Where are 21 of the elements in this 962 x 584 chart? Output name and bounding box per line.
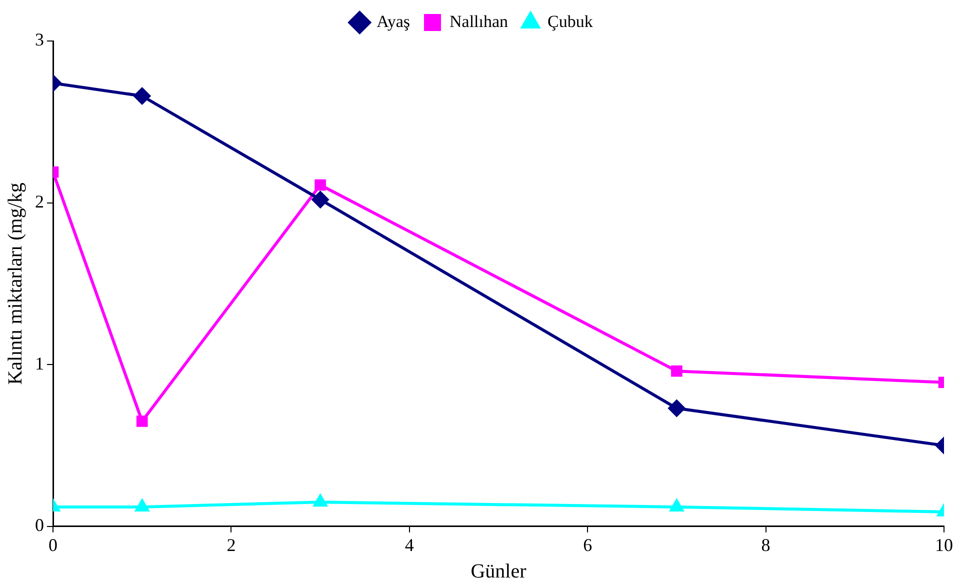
x-tick-label: 4 xyxy=(404,534,414,555)
x-tick-label: 6 xyxy=(583,534,592,555)
x-tick-label: 2 xyxy=(226,534,236,555)
point xyxy=(134,498,150,512)
point xyxy=(314,179,326,191)
y-tick-label: 2 xyxy=(35,192,44,212)
x-tick-label: 8 xyxy=(761,534,770,555)
point xyxy=(133,87,152,106)
y-axis-title: Kalıntı miktarları (mg/kg xyxy=(4,182,26,385)
x-tick-label: 0 xyxy=(48,534,58,555)
point xyxy=(311,190,330,209)
y-tick-label: 1 xyxy=(35,353,44,374)
x-tick-label: 10 xyxy=(935,534,953,555)
legend-label: Çubuk xyxy=(548,12,594,31)
y-tick-label: 0 xyxy=(35,515,44,536)
legend-label: Nallıhan xyxy=(450,12,509,31)
y-tick-label: 3 xyxy=(35,30,44,50)
point xyxy=(136,416,148,427)
legend-label: Ayaş xyxy=(376,12,410,31)
x-axis-title: Günler xyxy=(470,560,527,582)
point xyxy=(312,493,328,507)
